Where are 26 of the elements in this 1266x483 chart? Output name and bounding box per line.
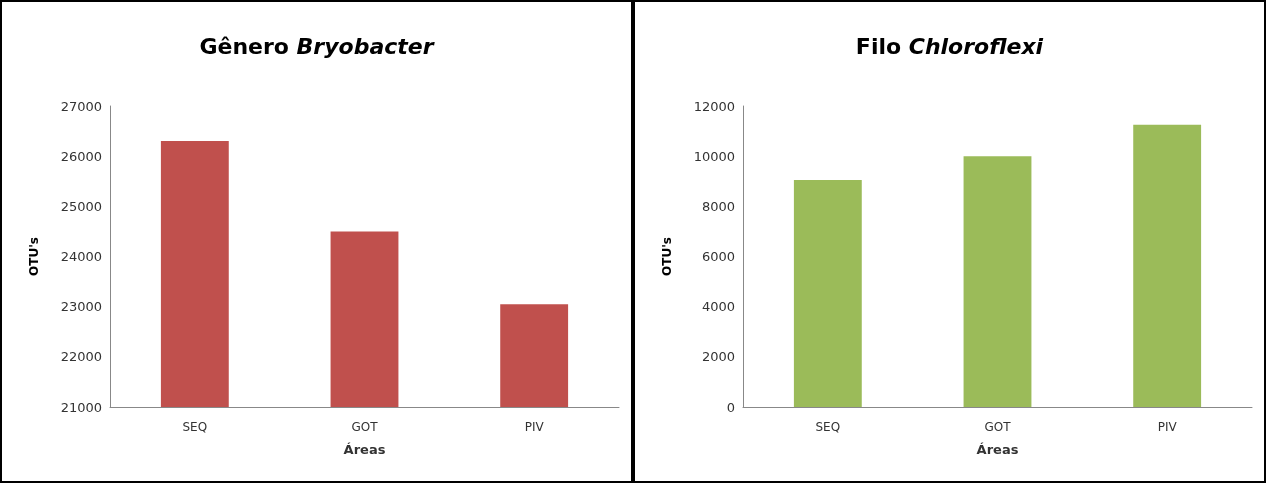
y-tick-label: 25000 <box>60 198 102 214</box>
chart-title: Gênero Bryobacter <box>199 33 435 59</box>
y-tick-label: 26000 <box>60 148 102 164</box>
y-tick-label: 10000 <box>693 148 735 164</box>
y-tick-label: 21000 <box>60 399 102 415</box>
y-tick-label: 8000 <box>701 198 735 214</box>
x-tick-label: PIV <box>524 420 545 434</box>
y-tick-label: 22000 <box>60 349 102 365</box>
y-axis-title: OTU's <box>660 237 674 276</box>
chart-title: Filo Chloroflexi <box>855 33 1044 59</box>
x-tick-label: PIV <box>1157 420 1178 434</box>
x-tick-label: GOT <box>351 420 379 434</box>
y-tick-label: 24000 <box>60 249 102 264</box>
y-tick-label: 12000 <box>693 98 735 114</box>
y-tick-label: 27000 <box>60 98 102 114</box>
x-tick-label: GOT <box>984 420 1012 434</box>
y-tick-label: 4000 <box>701 299 735 315</box>
x-axis-title: Áreas <box>976 442 1019 457</box>
x-tick-label: SEQ <box>182 420 208 434</box>
y-tick-label: 0 <box>726 399 735 415</box>
y-tick-label: 2000 <box>701 349 735 365</box>
x-axis-title: Áreas <box>343 442 386 457</box>
y-tick-label: 23000 <box>60 299 102 315</box>
y-tick-label: 6000 <box>701 249 735 264</box>
y-axis-title: OTU's <box>27 237 41 276</box>
x-tick-label: SEQ <box>815 420 841 434</box>
